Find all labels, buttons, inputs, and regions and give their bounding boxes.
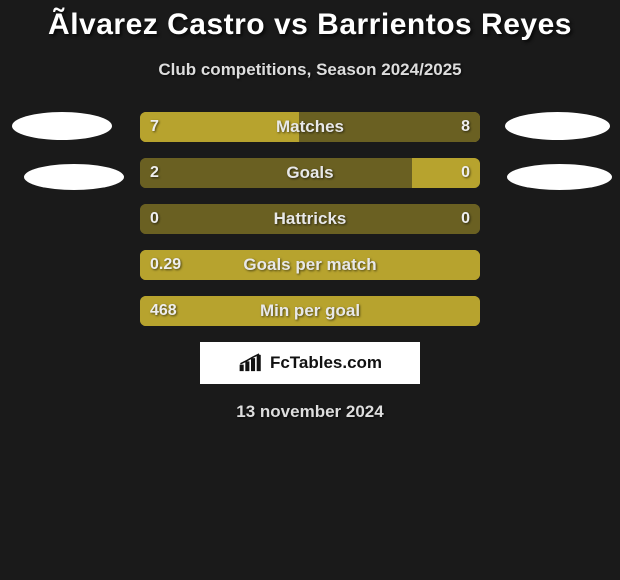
player-b-avatar-top xyxy=(505,112,610,140)
stat-value-left: 2 xyxy=(150,158,159,188)
player-b-avatar-bottom xyxy=(507,164,612,190)
page-subtitle: Club competitions, Season 2024/2025 xyxy=(0,60,620,80)
brand-logo-text: FcTables.com xyxy=(270,353,382,373)
stat-row: Hattricks00 xyxy=(140,204,480,234)
stat-row: Goals per match0.29 xyxy=(140,250,480,280)
stat-bar-right xyxy=(299,112,480,142)
stat-value-right: 8 xyxy=(461,112,470,142)
stat-bar-left xyxy=(140,250,480,280)
body-area: Matches78Goals20Hattricks00Goals per mat… xyxy=(0,112,620,422)
stat-value-left: 0.29 xyxy=(150,250,181,280)
stat-value-left: 0 xyxy=(150,204,159,234)
stat-row: Goals20 xyxy=(140,158,480,188)
stat-value-right: 0 xyxy=(461,158,470,188)
bar-chart-icon xyxy=(238,352,264,374)
comparison-rows: Matches78Goals20Hattricks00Goals per mat… xyxy=(140,112,480,326)
brand-logo: FcTables.com xyxy=(200,342,420,384)
player-a-avatar-bottom xyxy=(24,164,124,190)
h2h-infographic: Ãlvarez Castro vs Barrientos Reyes Club … xyxy=(0,0,620,580)
stat-value-left: 7 xyxy=(150,112,159,142)
footer-date: 13 november 2024 xyxy=(0,402,620,422)
stat-bar-left xyxy=(140,296,480,326)
stat-value-left: 468 xyxy=(150,296,177,326)
stat-bar-left xyxy=(140,112,299,142)
page-title: Ãlvarez Castro vs Barrientos Reyes xyxy=(0,8,620,42)
stat-row: Min per goal468 xyxy=(140,296,480,326)
stat-bar-left xyxy=(140,204,480,234)
stat-row: Matches78 xyxy=(140,112,480,142)
stat-bar-left xyxy=(140,158,412,188)
player-a-avatar-top xyxy=(12,112,112,140)
stat-value-right: 0 xyxy=(461,204,470,234)
